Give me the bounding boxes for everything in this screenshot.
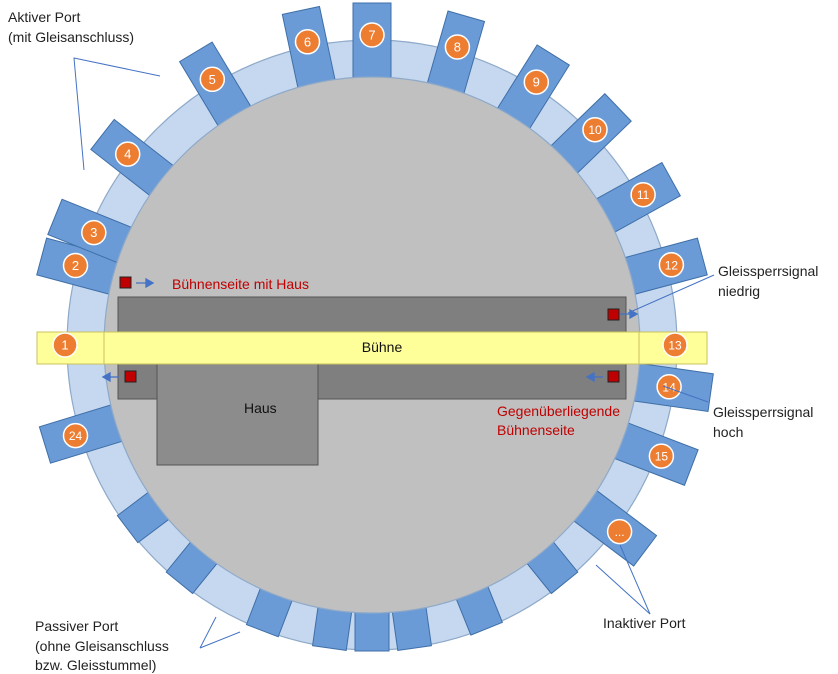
port-badge	[52, 332, 78, 358]
port-badge	[658, 252, 685, 278]
label-signal-low-sub: niedrig	[718, 283, 761, 299]
port-number: 6	[304, 34, 311, 49]
label-passive-port: Passiver Port	[35, 618, 119, 634]
label-signal-high-sub: hoch	[713, 424, 744, 440]
bridge-bar	[36, 331, 708, 365]
port-badge	[630, 181, 656, 208]
label-active-port-sub: (mit Gleisanschluss)	[8, 29, 135, 45]
signal-arrows	[101, 277, 639, 383]
label-active-port: Aktiver Port	[8, 9, 81, 25]
port-number: 3	[90, 225, 97, 240]
port-badge	[62, 422, 89, 449]
port-number: 7	[368, 28, 375, 43]
port-badge	[648, 443, 675, 469]
label-opposite-side: Gegenüberliegende	[497, 403, 620, 419]
port-number: 14	[662, 380, 676, 394]
label-stage-side-house: Bühnenseite mit Haus	[172, 276, 309, 292]
label-opposite-side-sub: Bühnenseite	[497, 422, 575, 438]
port-badge	[606, 518, 633, 545]
port-badge	[359, 22, 385, 48]
label-signal-high: Gleissperrsignal	[713, 404, 814, 420]
port-number: 9	[533, 75, 540, 90]
label-inactive-port: Inaktiver Port	[603, 615, 686, 631]
port-number: ...	[615, 525, 625, 539]
house-label: Haus	[244, 400, 277, 416]
signal-stage-side	[119, 276, 132, 289]
port-badge	[523, 69, 550, 95]
port-number: 2	[72, 258, 79, 273]
port-number: 5	[209, 72, 216, 87]
signal-high	[607, 370, 620, 383]
port-number: 11	[637, 188, 650, 202]
port-number: 12	[665, 258, 679, 272]
label-passive-port-sub2: bzw. Gleisstummel)	[35, 657, 157, 673]
port-badge	[62, 252, 89, 279]
port-badge	[81, 219, 107, 246]
port-number: 8	[454, 40, 461, 55]
callout-lines	[73, 57, 715, 649]
port-number: 15	[655, 450, 669, 464]
bridge-label: Bühne	[362, 339, 403, 355]
house-block	[156, 362, 319, 466]
port-number: 10	[588, 123, 602, 137]
signal-left-lower	[124, 370, 137, 383]
port-number: 24	[69, 429, 83, 443]
port-number: 4	[124, 147, 131, 162]
port-badge	[662, 332, 688, 358]
port-badge	[199, 66, 226, 93]
port-badge	[656, 374, 682, 400]
port-badge	[114, 141, 141, 167]
port-number: 1	[61, 338, 68, 353]
port-number: 13	[668, 339, 682, 353]
label-passive-port-sub: (ohne Gleisanschluss	[35, 638, 169, 654]
port-badge	[294, 29, 321, 55]
label-signal-low: Gleissperrsignal	[718, 263, 819, 279]
port-badge	[444, 34, 471, 60]
signal-low	[607, 308, 620, 321]
port-badge	[582, 116, 608, 143]
